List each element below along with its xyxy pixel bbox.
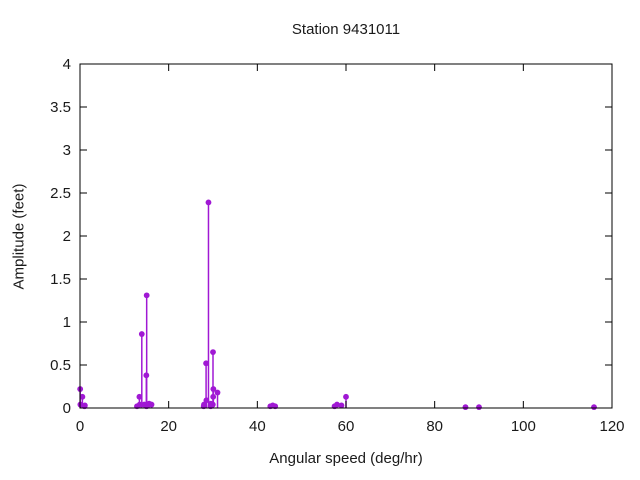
data-point [136,401,143,408]
chart-title: Station 9431011 [291,21,401,38]
y-tick-label: 2.5 [50,185,71,202]
x-tick-label: 120 [599,418,624,435]
data-point [591,404,597,411]
y-tick-label: 2 [63,228,71,245]
data-point [210,386,217,392]
data-point [148,401,155,408]
data-point [210,393,217,400]
x-tick-label: 60 [338,418,355,435]
y-tick-label: 3.5 [50,99,71,116]
data-point [81,402,88,409]
y-tick-label: 3 [63,142,71,159]
data-point [214,389,221,396]
x-tick-label: 20 [160,418,177,435]
data-point [210,349,216,355]
x-axis-label: Angular speed (deg/hr) [269,450,423,467]
data-point [205,199,212,206]
x-tick-label: 80 [426,418,443,435]
x-tick-label: 40 [249,418,266,435]
data-point [462,404,469,411]
data-point [143,372,150,379]
data-point [203,397,210,404]
data-point [79,393,86,400]
x-tick-label: 0 [76,418,84,435]
data-point [343,393,349,400]
data-point [334,401,340,408]
data-point [201,401,207,408]
data-point [209,401,216,408]
y-tick-label: 1.5 [50,271,71,288]
data-point [143,292,150,299]
y-tick-label: 0.5 [50,357,71,374]
y-tick-label: 1 [63,314,71,331]
y-tick-label: 0 [63,400,71,417]
y-tick-label: 4 [63,56,71,73]
data-point [138,331,145,337]
data-point [136,393,143,400]
data-point [476,404,482,411]
data-point [203,360,209,367]
x-tick-label: 100 [511,418,536,435]
data-point [338,402,345,409]
plot-frame [79,63,613,409]
